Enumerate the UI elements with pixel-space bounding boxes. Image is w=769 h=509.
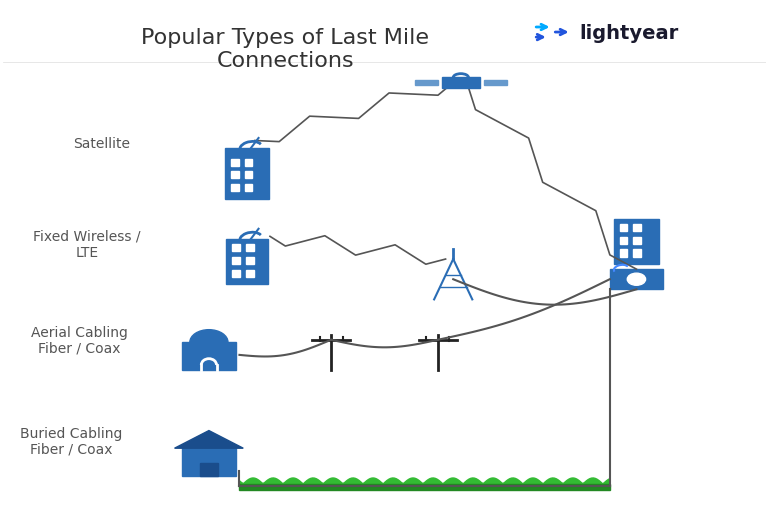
Bar: [232, 245, 240, 252]
Bar: [245, 185, 252, 191]
Bar: [634, 237, 641, 244]
Bar: [614, 219, 659, 265]
Bar: [245, 172, 252, 179]
Bar: [200, 463, 218, 476]
Wedge shape: [190, 330, 228, 343]
Bar: [232, 270, 240, 277]
Bar: [239, 484, 610, 490]
Text: Aerial Cabling
Fiber / Coax: Aerial Cabling Fiber / Coax: [31, 325, 128, 355]
Bar: [634, 250, 641, 257]
Bar: [231, 159, 238, 166]
Bar: [245, 159, 252, 166]
Bar: [225, 149, 269, 199]
Text: Buried Cabling
Fiber / Coax: Buried Cabling Fiber / Coax: [20, 426, 123, 456]
Text: lightyear: lightyear: [579, 23, 678, 42]
Bar: [610, 270, 663, 290]
Bar: [620, 237, 628, 244]
Bar: [620, 225, 628, 232]
Bar: [182, 448, 235, 476]
Bar: [484, 81, 507, 86]
Bar: [246, 245, 254, 252]
Bar: [231, 172, 238, 179]
Bar: [620, 250, 628, 257]
Circle shape: [628, 274, 646, 286]
Bar: [441, 78, 480, 89]
Bar: [231, 185, 238, 191]
Text: Fixed Wireless /
LTE: Fixed Wireless / LTE: [33, 230, 141, 260]
Bar: [182, 343, 235, 370]
Bar: [246, 270, 254, 277]
Text: Satellite: Satellite: [74, 137, 131, 151]
Polygon shape: [175, 431, 243, 448]
Bar: [226, 239, 268, 285]
Bar: [415, 81, 438, 86]
Bar: [634, 225, 641, 232]
Bar: [246, 258, 254, 265]
Bar: [232, 258, 240, 265]
Text: Popular Types of Last Mile
Connections: Popular Types of Last Mile Connections: [141, 28, 429, 71]
